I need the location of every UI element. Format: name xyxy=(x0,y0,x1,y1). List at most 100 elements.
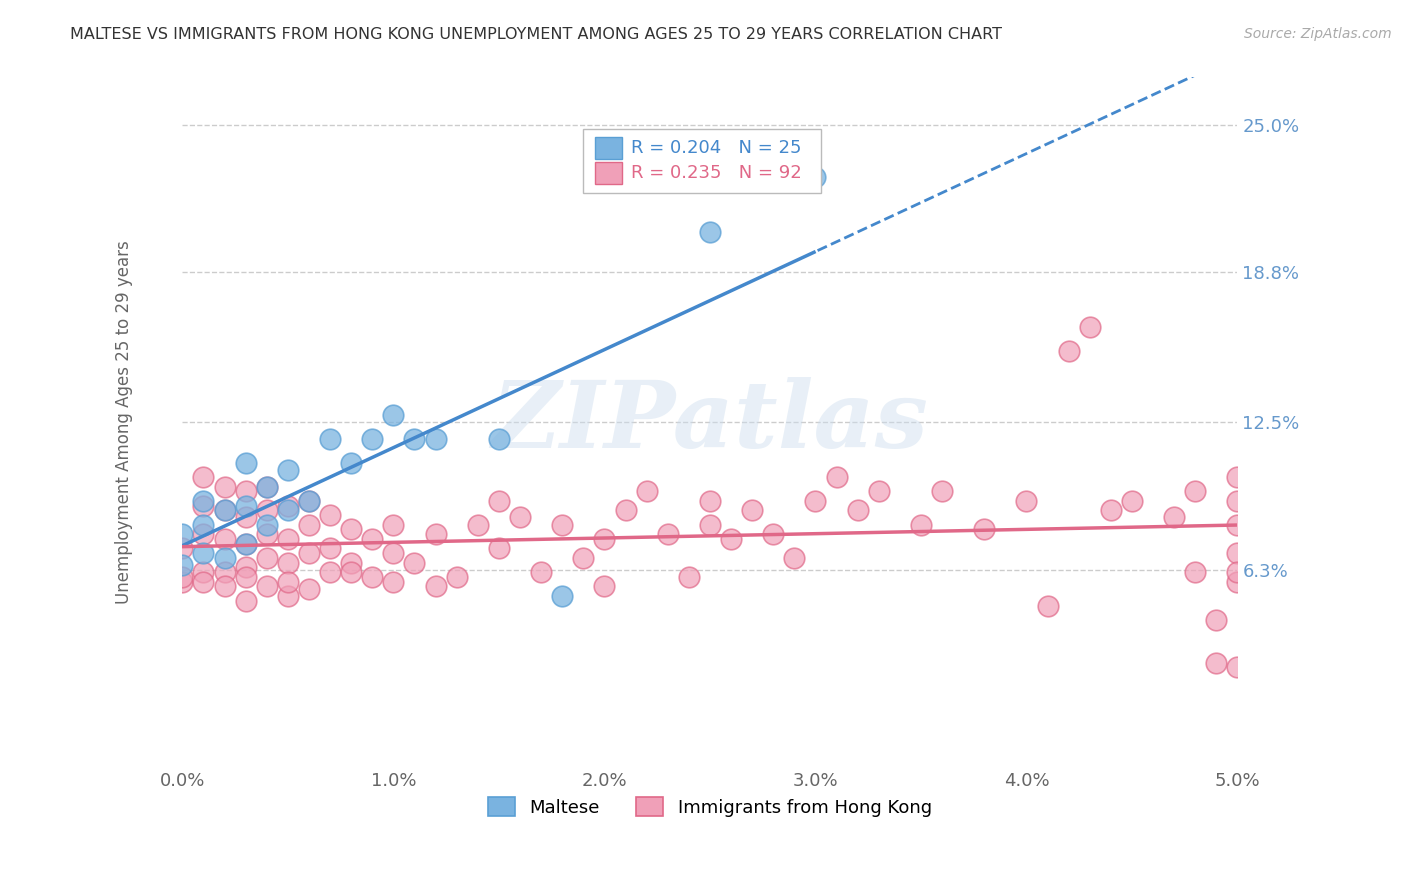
Point xyxy=(298,493,321,508)
Point xyxy=(277,574,299,589)
Point xyxy=(931,484,953,499)
Point xyxy=(1099,503,1122,517)
Point xyxy=(235,593,257,607)
Point xyxy=(235,560,257,574)
Point xyxy=(319,508,342,522)
Point xyxy=(1057,343,1080,358)
Legend: Maltese, Immigrants from Hong Kong: Maltese, Immigrants from Hong Kong xyxy=(481,790,939,824)
Point xyxy=(214,550,236,565)
Point xyxy=(277,589,299,603)
Point xyxy=(1078,320,1101,334)
Point xyxy=(340,565,363,579)
Point xyxy=(1036,599,1059,613)
Point xyxy=(256,517,278,532)
Point xyxy=(193,470,215,484)
Point xyxy=(319,565,342,579)
Point xyxy=(172,574,194,589)
Point xyxy=(404,556,426,570)
Point xyxy=(172,558,194,572)
Point xyxy=(214,565,236,579)
Point xyxy=(277,532,299,546)
Point xyxy=(256,579,278,593)
Point xyxy=(741,503,763,517)
Point xyxy=(1184,565,1206,579)
Point xyxy=(277,556,299,570)
Point xyxy=(1226,574,1249,589)
Point xyxy=(551,517,574,532)
Point xyxy=(193,517,215,532)
Point xyxy=(425,579,447,593)
Point xyxy=(425,527,447,541)
Point xyxy=(636,484,658,499)
Point xyxy=(214,579,236,593)
Point xyxy=(446,570,468,584)
Text: Unemployment Among Ages 25 to 29 years: Unemployment Among Ages 25 to 29 years xyxy=(115,241,134,604)
Point xyxy=(1205,656,1227,670)
Point xyxy=(193,565,215,579)
Point xyxy=(488,493,510,508)
Point xyxy=(762,527,785,541)
Point xyxy=(804,493,827,508)
Point xyxy=(214,479,236,493)
Point xyxy=(214,503,236,517)
Point xyxy=(1226,493,1249,508)
FancyBboxPatch shape xyxy=(595,161,623,184)
Point xyxy=(382,517,405,532)
Point xyxy=(256,550,278,565)
Point xyxy=(973,522,995,536)
Point xyxy=(846,503,869,517)
Point xyxy=(172,527,194,541)
Point xyxy=(783,550,806,565)
Point xyxy=(467,517,489,532)
Point xyxy=(1226,660,1249,674)
Point xyxy=(193,499,215,513)
Point xyxy=(235,499,257,513)
Point xyxy=(298,582,321,596)
Point xyxy=(910,517,932,532)
Point xyxy=(235,570,257,584)
Point xyxy=(699,517,721,532)
Point xyxy=(720,532,742,546)
Point xyxy=(699,225,721,239)
Point xyxy=(277,499,299,513)
Point xyxy=(825,470,848,484)
FancyBboxPatch shape xyxy=(583,129,821,193)
Point xyxy=(382,574,405,589)
Text: R = 0.204   N = 25: R = 0.204 N = 25 xyxy=(631,139,801,157)
Point xyxy=(1226,546,1249,560)
Point xyxy=(340,522,363,536)
Point xyxy=(256,479,278,493)
Point xyxy=(193,546,215,560)
Point xyxy=(256,479,278,493)
Point xyxy=(1226,565,1249,579)
Point xyxy=(361,570,384,584)
Point xyxy=(1015,493,1038,508)
Point xyxy=(593,579,616,593)
Point xyxy=(340,556,363,570)
Point xyxy=(1163,510,1185,524)
Point xyxy=(319,432,342,446)
Point xyxy=(298,493,321,508)
Point xyxy=(678,570,700,584)
Point xyxy=(235,484,257,499)
Point xyxy=(277,463,299,477)
Point xyxy=(214,503,236,517)
Point xyxy=(1226,470,1249,484)
Point xyxy=(235,536,257,550)
Point xyxy=(572,550,595,565)
Point xyxy=(404,432,426,446)
Point xyxy=(298,546,321,560)
Point xyxy=(488,541,510,556)
Point xyxy=(256,503,278,517)
Text: R = 0.235   N = 92: R = 0.235 N = 92 xyxy=(631,163,801,182)
Point xyxy=(172,541,194,556)
Point xyxy=(614,503,637,517)
Point xyxy=(193,493,215,508)
Point xyxy=(361,532,384,546)
Point xyxy=(509,510,531,524)
Point xyxy=(277,503,299,517)
Point xyxy=(382,546,405,560)
Point xyxy=(804,170,827,185)
Text: MALTESE VS IMMIGRANTS FROM HONG KONG UNEMPLOYMENT AMONG AGES 25 TO 29 YEARS CORR: MALTESE VS IMMIGRANTS FROM HONG KONG UNE… xyxy=(70,27,1002,42)
Point xyxy=(868,484,890,499)
